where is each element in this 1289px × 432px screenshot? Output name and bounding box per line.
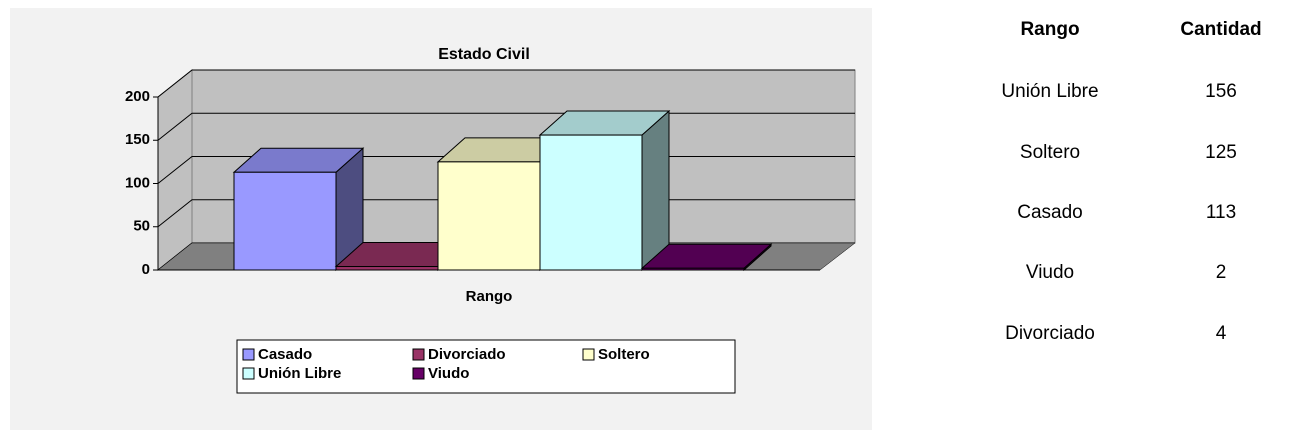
table-cell: Divorciado xyxy=(1005,323,1095,344)
table-cell: Casado xyxy=(1017,202,1083,223)
y-tick-label: 50 xyxy=(133,218,150,235)
legend-label: Unión Libre xyxy=(258,365,341,382)
table-cell: 125 xyxy=(1205,142,1237,163)
legend-label: Soltero xyxy=(598,346,650,363)
table-cell: Viudo xyxy=(1026,262,1074,283)
y-tick-label: 0 xyxy=(142,261,150,278)
y-tick-label: 200 xyxy=(125,88,150,105)
x-axis-label: Rango xyxy=(466,288,513,305)
table-cell: Soltero xyxy=(1020,142,1080,163)
legend-swatch xyxy=(412,367,425,380)
bar-side xyxy=(641,109,670,272)
legend-label: Casado xyxy=(258,346,312,363)
legend-label: Divorciado xyxy=(428,346,506,363)
table-cell: 156 xyxy=(1205,81,1237,102)
table-header: Cantidad xyxy=(1180,19,1261,40)
legend-swatch xyxy=(412,348,425,361)
table-cell: 4 xyxy=(1216,323,1227,344)
legend-swatch xyxy=(242,348,255,361)
grid-line xyxy=(157,69,855,98)
bar xyxy=(641,267,745,271)
legend-swatch xyxy=(582,348,595,361)
table-cell: 113 xyxy=(1206,202,1236,223)
bar xyxy=(437,161,541,271)
y-tick-label: 100 xyxy=(125,174,150,191)
y-tick-label: 150 xyxy=(125,131,150,148)
bar xyxy=(539,134,643,271)
legend-swatch xyxy=(242,367,255,380)
table-cell: 2 xyxy=(1216,262,1227,283)
legend xyxy=(236,339,736,394)
table-cell: Unión Libre xyxy=(1001,81,1098,102)
bar xyxy=(335,266,439,271)
chart-title: Estado Civil xyxy=(438,46,530,63)
legend-label: Viudo xyxy=(428,365,469,382)
bar xyxy=(233,171,337,271)
table-header: Rango xyxy=(1020,19,1079,40)
